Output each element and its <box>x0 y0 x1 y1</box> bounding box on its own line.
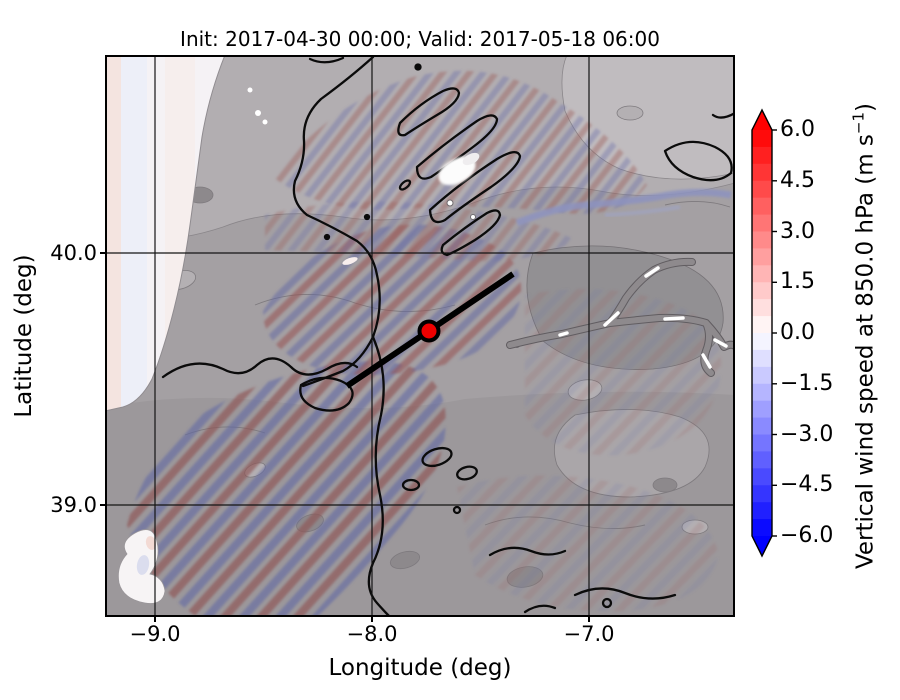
colorbar-label: Vertical wind speed at 850.0 hPa (m s−1) <box>849 102 879 570</box>
colorbar-tick: −1.5 <box>780 370 834 396</box>
superscript: −1 <box>849 111 868 135</box>
wave-bands <box>127 70 732 617</box>
plot-title: Init: 2017-04-30 00:00; Valid: 2017-05-1… <box>180 27 660 51</box>
x-tick-mark <box>371 617 373 622</box>
gridlines <box>105 55 735 617</box>
white-features <box>117 87 735 604</box>
colorbar-tick: 1.5 <box>780 269 815 295</box>
y-tick-label: 39.0 <box>50 493 97 517</box>
colorbar-tick: 3.0 <box>780 218 815 244</box>
map-field-svg <box>105 55 735 617</box>
colorbar-tick: 4.5 <box>780 167 815 193</box>
topo-contours-black <box>161 55 735 617</box>
colorbar-tick: 0.0 <box>780 320 815 345</box>
coastline <box>105 55 226 412</box>
colorbar-tick-labels: 6.0 4.5 3.0 1.5 0.0 −1.5 −3.0 −4.5 −6.0 <box>780 117 844 549</box>
x-tick-mark <box>588 617 590 622</box>
colorbar <box>751 108 777 558</box>
x-tick-mark <box>154 617 156 622</box>
y-tick-mark <box>100 252 105 254</box>
x-tick-label: −8.0 <box>346 622 398 646</box>
x-tick-label: −7.0 <box>563 622 615 646</box>
x-axis-label: Longitude (deg) <box>328 655 512 681</box>
y-tick-label: 40.0 <box>50 241 97 265</box>
colorbar-tick: −4.5 <box>780 472 834 498</box>
colorbar-tick: 6.0 <box>780 117 815 142</box>
ocean <box>105 55 226 412</box>
location-marker <box>417 319 441 343</box>
river-valleys <box>506 257 735 377</box>
y-axis-label: Latitude (deg) <box>11 254 37 418</box>
plot-frame <box>105 55 735 617</box>
blue-band <box>515 188 732 227</box>
colorbar-tick: −6.0 <box>780 523 834 548</box>
y-tick-mark <box>100 504 105 506</box>
x-tick-label: −9.0 <box>129 622 181 646</box>
colorbar-tick: −3.0 <box>780 421 834 447</box>
